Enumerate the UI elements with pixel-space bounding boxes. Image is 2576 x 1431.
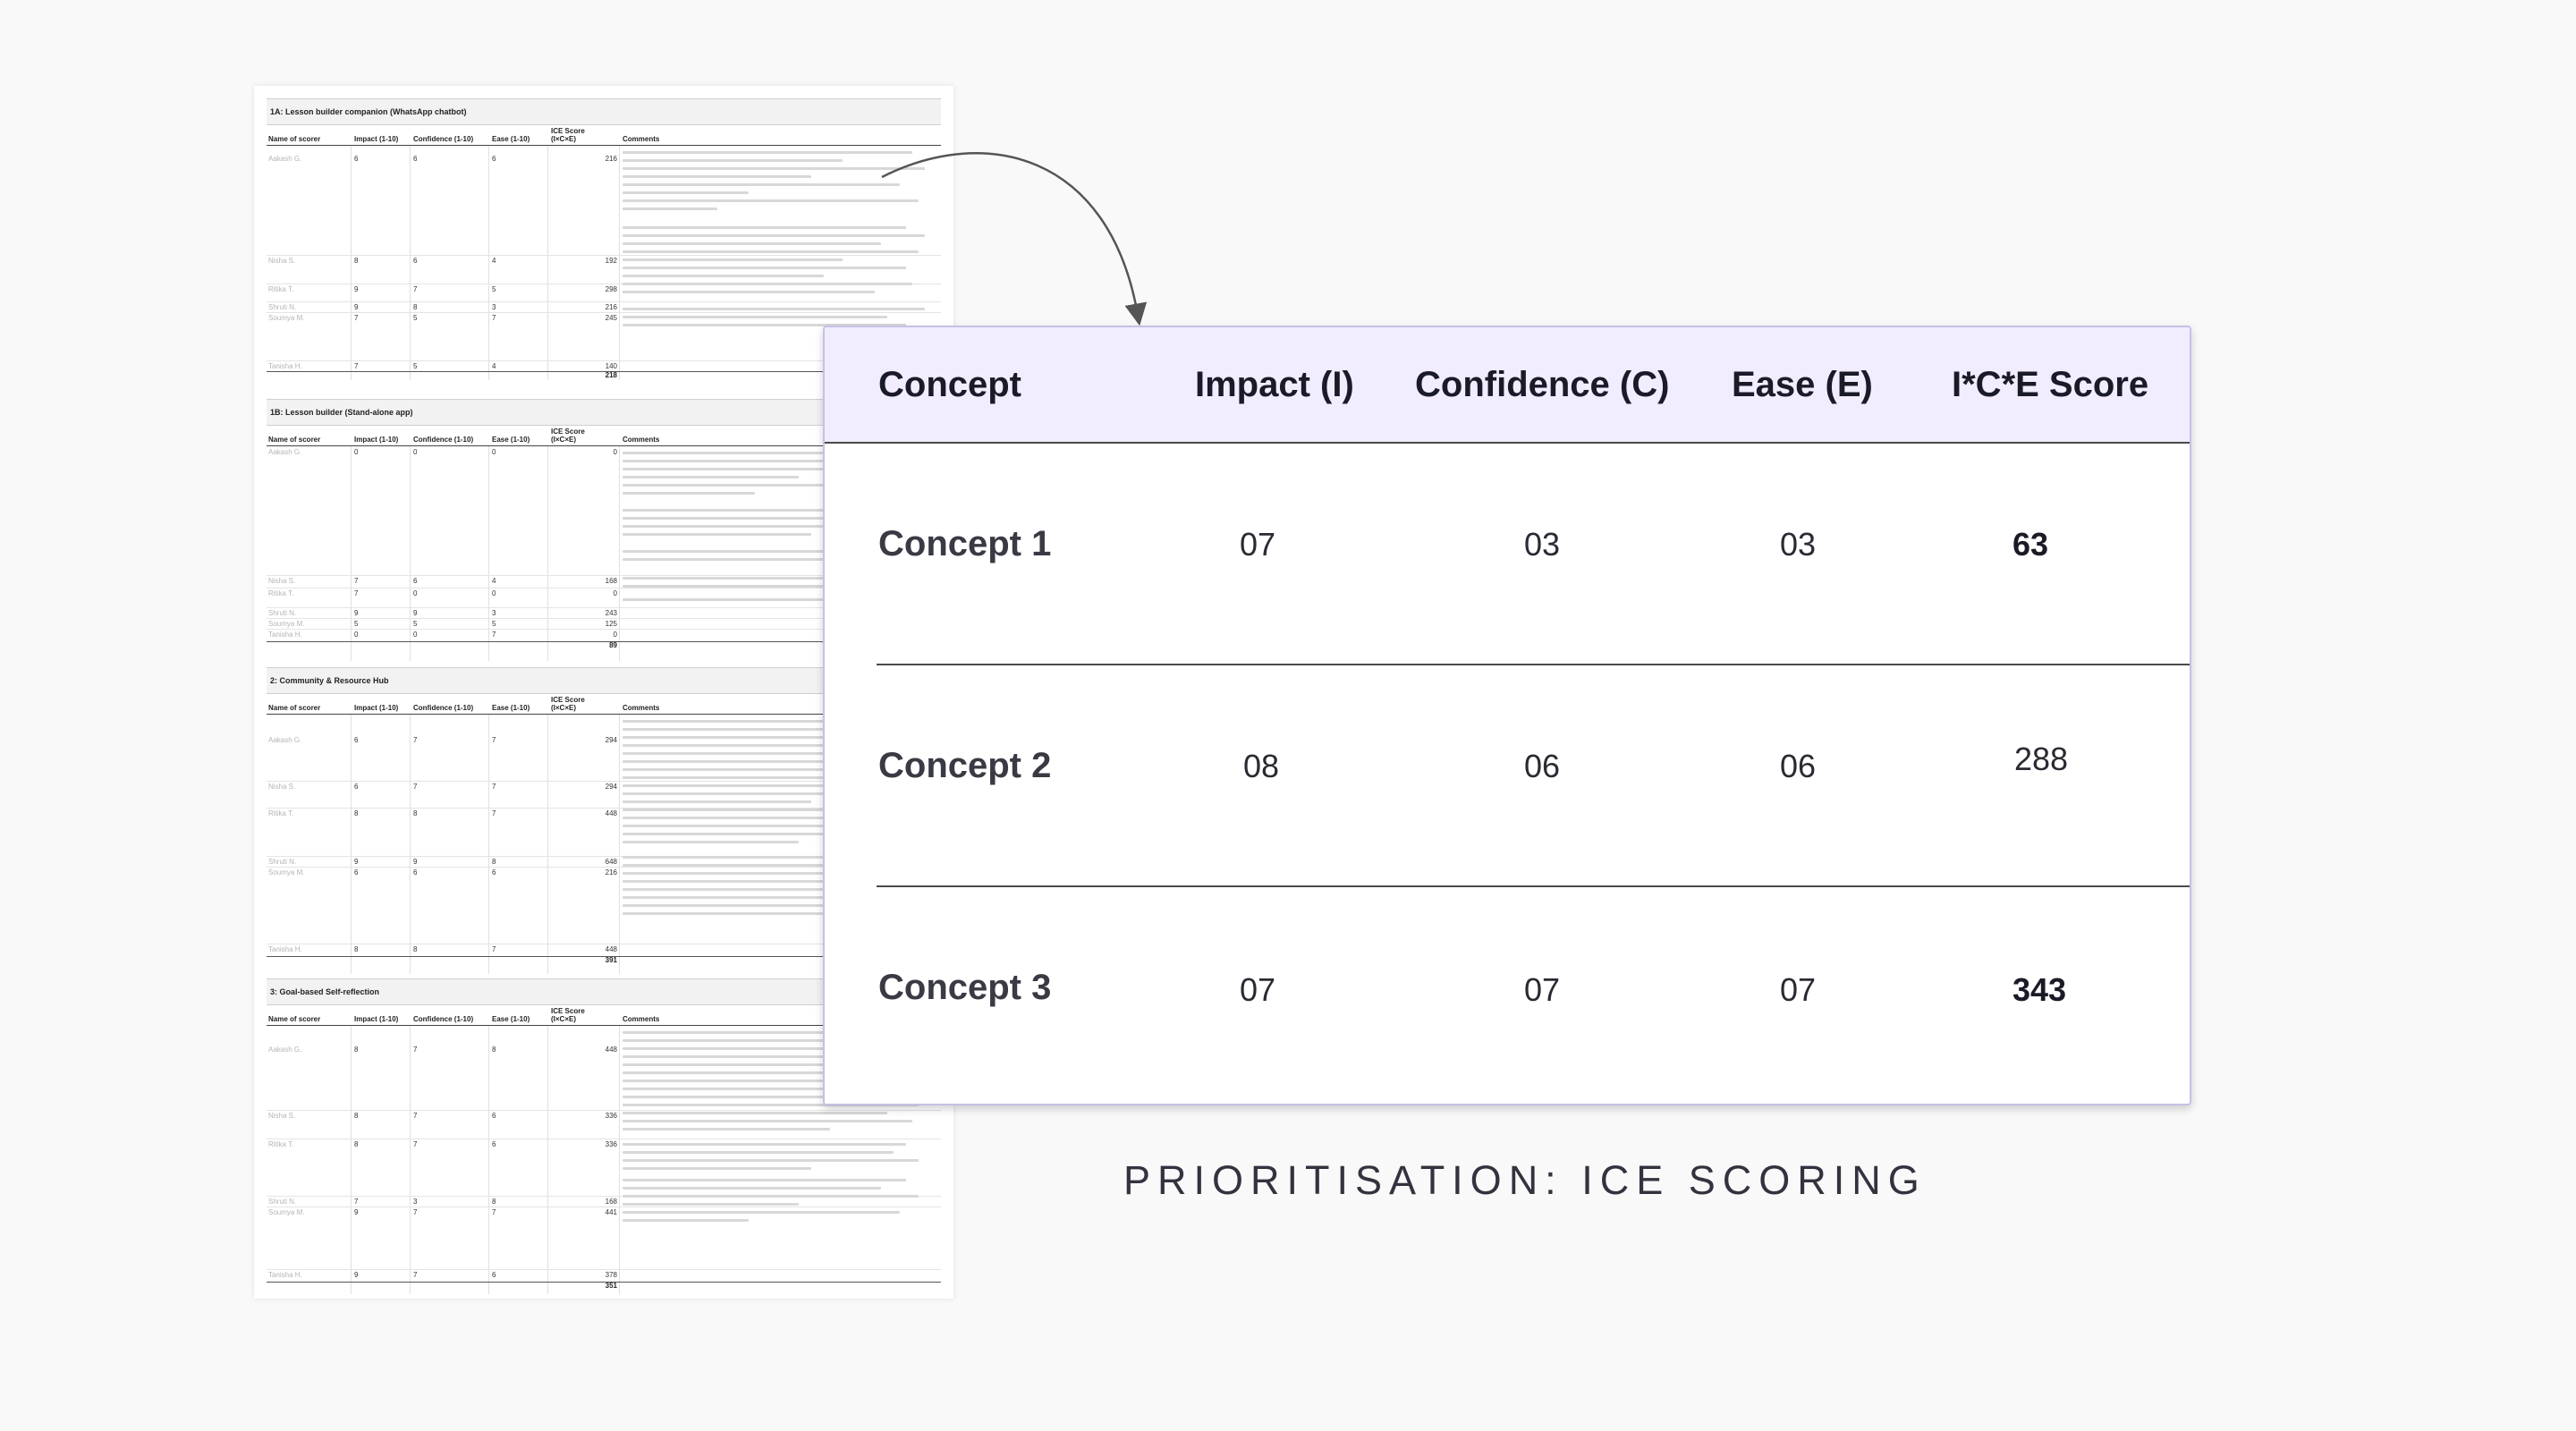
ease-value: 07 <box>1780 971 1817 1008</box>
table-row: Tanisha H. 9 7 6 378 <box>268 1271 617 1279</box>
table-header: Concept Impact (I) Confidence (C) Ease (… <box>825 327 2190 444</box>
ice-score-table: Concept Impact (I) Confidence (C) Ease (… <box>823 326 2191 1105</box>
table-row: Concept 1 07 03 03 63 <box>825 444 2190 665</box>
sheet-comments <box>623 715 937 974</box>
sheet-col-name: Name of scorer <box>268 135 321 143</box>
sheet-total: 351 <box>605 1282 617 1290</box>
score-value: 288 <box>2014 741 2069 777</box>
table-row: Nisha S. 7 6 4 168 <box>268 577 617 585</box>
sheet-col-impact: Impact (1-10) <box>354 1015 399 1023</box>
sheet-col-ice: ICE Score (I×C×E) <box>551 428 585 444</box>
sheet-col-comments: Comments <box>623 135 660 143</box>
table-row: Aakash G. 0 0 0 0 <box>268 448 617 456</box>
sheet-col-impact: Impact (1-10) <box>354 436 399 444</box>
table-row: Shruti N. 9 9 3 243 <box>268 609 617 617</box>
sheet-col-confidence: Confidence (1-10) <box>413 436 474 444</box>
table-row: Soumya M. 7 5 7 245 <box>268 314 617 322</box>
table-row: Aakash G. 6 7 7 294 <box>268 736 617 744</box>
sheet-col-impact: Impact (1-10) <box>354 135 399 143</box>
confidence-value: 07 <box>1524 971 1561 1008</box>
sheet-total: 391 <box>605 956 617 964</box>
sheet-section-1a: 1A: Lesson builder companion (WhatsApp c… <box>267 98 941 380</box>
table-row: Ritika T. 8 8 7 448 <box>268 809 617 817</box>
header-confidence: Confidence (C) <box>1415 365 1670 404</box>
confidence-value: 06 <box>1524 748 1561 784</box>
sheet-section-title: 1A: Lesson builder companion (WhatsApp c… <box>267 98 941 125</box>
header-ease: Ease (E) <box>1732 365 1873 404</box>
concept-name: Concept 3 <box>878 968 1052 1007</box>
sheet-col-name: Name of scorer <box>268 704 321 712</box>
table-row: Shruti N. 9 8 3 216 <box>268 303 617 311</box>
table-row: Concept 3 07 07 07 343 <box>825 887 2190 1104</box>
sheet-section-2: 2: Community & Resource Hub Name of scor… <box>267 667 941 974</box>
sheet-col-impact: Impact (1-10) <box>354 704 399 712</box>
impact-value: 07 <box>1240 971 1276 1008</box>
ease-value: 03 <box>1780 526 1817 563</box>
sheet-comments <box>623 446 937 661</box>
score-value: 343 <box>2012 971 2067 1008</box>
sheet-header-row: Name of scorer Impact (1-10) Confidence … <box>267 694 941 715</box>
table-row: Shruti N. 9 9 8 648 <box>268 858 617 866</box>
sheet-comments <box>623 146 937 380</box>
sheet-header-row: Name of scorer Impact (1-10) Confidence … <box>267 1005 941 1026</box>
table-row: Aakash G. 6 6 6 216 <box>268 155 617 163</box>
ease-value: 06 <box>1780 748 1817 784</box>
row-divider <box>877 885 2190 887</box>
table-row: Soumya M. 9 7 7 441 <box>268 1208 617 1216</box>
table-row: Soumya M. 5 5 5 125 <box>268 620 617 628</box>
table-row: Ritika T. 7 0 0 0 <box>268 589 617 597</box>
sheet-col-comments: Comments <box>623 1015 660 1023</box>
sheet-total: 89 <box>609 641 617 649</box>
score-value: 63 <box>2012 526 2049 563</box>
sheet-col-name: Name of scorer <box>268 1015 321 1023</box>
header-impact: Impact (I) <box>1195 365 1354 404</box>
table-row: Soumya M. 6 6 6 216 <box>268 868 617 876</box>
concept-name: Concept 2 <box>878 746 1052 785</box>
header-concept: Concept <box>878 365 1021 404</box>
sheet-col-comments: Comments <box>623 436 660 444</box>
sheet-col-confidence: Confidence (1-10) <box>413 1015 474 1023</box>
sheet-rows: Aakash G. 0 0 0 0 Nisha S. 7 6 4 168 Ritika T. 7 0… <box>267 446 941 661</box>
sheet-col-confidence: Confidence (1-10) <box>413 135 474 143</box>
table-row: Nisha S. 6 7 7 294 <box>268 783 617 791</box>
table-row: Nisha S. 8 6 4 192 <box>268 257 617 265</box>
sheet-col-ease: Ease (1-10) <box>492 704 530 712</box>
sheet-total: 218 <box>605 371 617 379</box>
table-row: Ritika T. 8 7 6 336 <box>268 1140 617 1148</box>
impact-value: 07 <box>1240 526 1276 563</box>
row-divider <box>877 664 2190 665</box>
sheet-col-ice: ICE Score (I×C×E) <box>551 1007 585 1023</box>
sheet-header-row: Name of scorer Impact (1-10) Confidence … <box>267 426 941 446</box>
sheet-header-row: Name of scorer Impact (1-10) Confidence … <box>267 125 941 146</box>
sheet-col-confidence: Confidence (1-10) <box>413 704 474 712</box>
sheet-rows: Aakash G. 6 6 6 216 Nisha S. 8 6 4 192 Ritika T.… <box>267 146 941 380</box>
table-row: Tanisha H. 7 5 4 140 <box>268 362 617 370</box>
concept-name: Concept 1 <box>878 524 1052 563</box>
sheet-col-ice: ICE Score (I×C×E) <box>551 127 585 143</box>
table-row: Nisha S. 8 7 6 336 <box>268 1112 617 1120</box>
confidence-value: 03 <box>1524 526 1561 563</box>
sheet-col-ease: Ease (1-10) <box>492 135 530 143</box>
sheet-col-ease: Ease (1-10) <box>492 436 530 444</box>
table-row: Tanisha H. 0 0 7 0 <box>268 631 617 639</box>
sheet-comments <box>623 1026 937 1294</box>
impact-value: 08 <box>1243 748 1280 784</box>
table-row: Tanisha H. 8 8 7 448 <box>268 945 617 953</box>
sheet-col-ease: Ease (1-10) <box>492 1015 530 1023</box>
table-row: Ritika T. 9 7 5 298 <box>268 285 617 293</box>
sheet-col-comments: Comments <box>623 704 660 712</box>
table-row: Aakash G. 8 7 8 448 <box>268 1046 617 1054</box>
sheet-col-ice: ICE Score (I×C×E) <box>551 696 585 712</box>
slide-caption: PRIORITISATION: ICE SCORING <box>1123 1157 1927 1203</box>
sheet-rows: Aakash G. 6 7 7 294 Nisha S. 6 7 7 294 Ritika T.… <box>267 715 941 974</box>
header-score: I*C*E Score <box>1952 365 2149 404</box>
table-row: Concept 2 08 06 06 288 <box>825 665 2190 887</box>
sheet-rows: Aakash G. 8 7 8 448 Nisha S. 8 7 6 336 Ritika T.… <box>267 1026 941 1294</box>
table-row: Shruti N. 7 3 8 168 <box>268 1198 617 1206</box>
sheet-col-name: Name of scorer <box>268 436 321 444</box>
